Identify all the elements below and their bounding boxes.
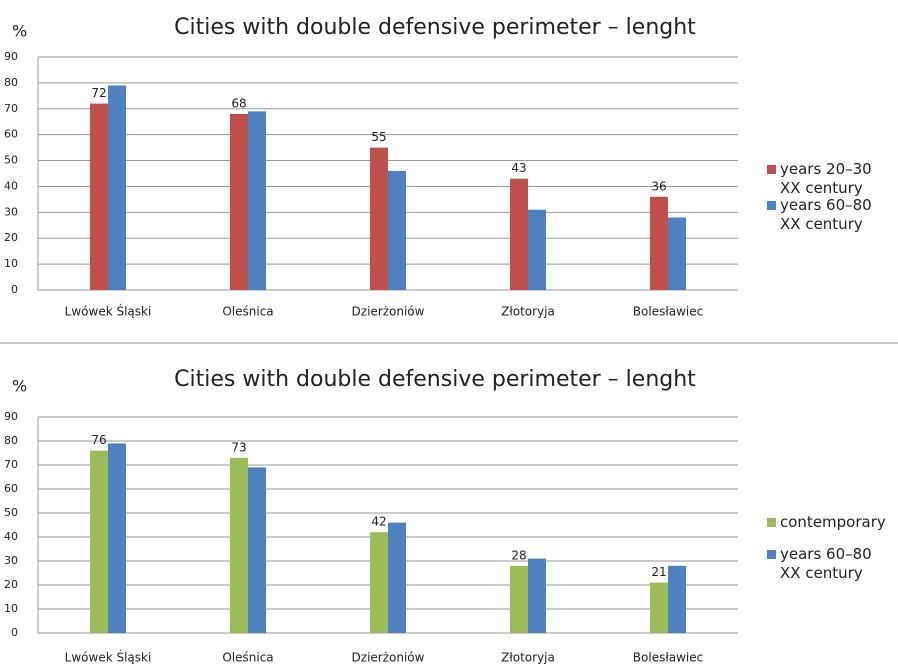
y-tick-label: 0 [11,283,18,296]
bar [108,443,126,633]
x-tick-label: Bolesławiec [633,651,703,665]
y-axis-label: % [12,22,27,41]
bar [370,532,388,633]
y-tick-label: 20 [4,578,18,591]
y-tick-label: 40 [4,179,18,192]
data-label: 73 [231,440,246,454]
x-tick-label: Oleśnica [222,651,273,665]
x-tick-label: Lwówek Śląski [65,650,152,665]
bar [90,450,108,633]
y-tick-label: 50 [4,506,18,519]
chart-title: Cities with double defensive perimeter –… [174,367,696,392]
y-tick-label: 10 [4,602,18,615]
bar [528,558,546,633]
data-label: 21 [651,565,666,579]
y-tick-label: 10 [4,257,18,270]
y-tick-label: 80 [4,76,18,89]
x-tick-label: Lwówek Śląski [65,304,152,319]
legend-label: years 60–80 XX century [780,196,872,233]
bar [668,565,686,633]
bar [370,147,388,290]
y-axis-label: % [12,377,27,396]
bar [650,582,668,633]
data-label: 43 [511,161,526,175]
data-label: 72 [91,86,106,100]
data-label: 55 [371,130,386,144]
y-tick-label: 20 [4,231,18,244]
bar [528,209,546,290]
bar [248,467,266,633]
y-tick-label: 70 [4,102,18,115]
bar [90,103,108,290]
y-tick-label: 40 [4,530,18,543]
legend-swatch [767,550,776,559]
y-tick-label: 50 [4,154,18,167]
bar [388,170,406,290]
bar [668,217,686,290]
x-tick-label: Bolesławiec [633,305,703,319]
bar [230,457,248,633]
y-tick-label: 90 [4,50,18,63]
data-label: 68 [231,96,246,110]
x-tick-label: Dzierżoniów [352,651,425,665]
bar [510,565,528,633]
x-tick-label: Złotoryja [501,651,555,665]
chart-title: Cities with double defensive perimeter –… [174,15,696,40]
bar [650,196,668,290]
legend-label: years 60–80 XX century [780,545,872,582]
x-tick-label: Złotoryja [501,305,555,319]
bar [108,85,126,290]
legend-label: contemporary [780,513,886,531]
x-tick-label: Oleśnica [222,305,273,319]
legend-swatch [767,165,776,174]
bar [248,111,266,290]
bar [510,178,528,290]
bar [230,113,248,290]
y-tick-label: 90 [4,410,18,423]
y-tick-label: 0 [11,626,18,639]
y-tick-label: 80 [4,434,18,447]
y-tick-label: 30 [4,205,18,218]
legend-swatch [767,201,776,210]
data-label: 28 [511,548,526,562]
bar [388,522,406,633]
data-label: 42 [371,515,386,529]
x-tick-label: Dzierżoniów [352,305,425,319]
y-tick-label: 30 [4,554,18,567]
data-label: 36 [651,179,666,193]
legend-label: years 20–30 XX century [780,160,872,197]
y-tick-label: 60 [4,482,18,495]
legend-swatch [767,518,776,527]
data-label: 76 [91,433,106,447]
y-tick-label: 60 [4,128,18,141]
y-tick-label: 70 [4,458,18,471]
